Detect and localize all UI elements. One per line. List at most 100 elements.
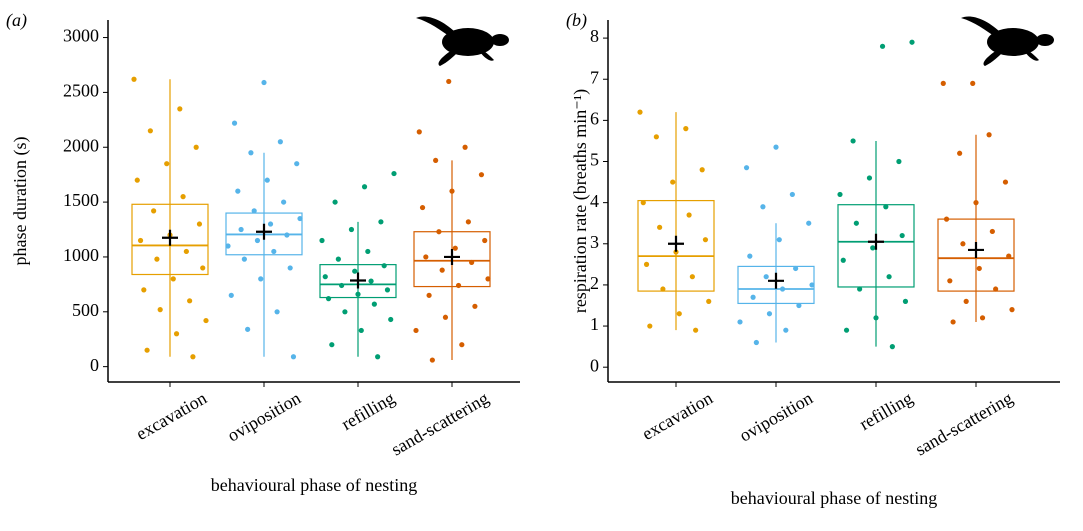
data-point — [144, 347, 150, 353]
box — [637, 199, 715, 292]
mean-marker — [256, 223, 272, 240]
data-point — [361, 184, 368, 190]
data-point — [760, 204, 766, 210]
panel-label: (b) — [566, 10, 587, 31]
data-point — [766, 311, 773, 317]
data-point — [482, 237, 488, 244]
data-point — [465, 219, 471, 225]
data-point — [796, 302, 802, 309]
data-point — [368, 278, 374, 284]
mean-marker — [768, 272, 784, 289]
data-point — [783, 327, 789, 333]
data-point — [779, 286, 786, 292]
data-point — [294, 161, 300, 167]
data-point — [850, 138, 856, 144]
y-tick-label: 3000 — [63, 26, 99, 46]
data-point — [689, 274, 695, 280]
data-point — [433, 157, 439, 164]
data-point — [319, 237, 325, 244]
data-point — [290, 354, 297, 360]
data-point — [750, 294, 756, 300]
data-point — [241, 256, 247, 262]
data-point — [164, 161, 170, 167]
data-point — [673, 249, 679, 255]
data-point — [706, 298, 712, 304]
data-point — [287, 265, 293, 271]
data-point — [264, 177, 270, 183]
data-point — [154, 256, 160, 262]
data-point — [637, 109, 643, 115]
y-tick-label: 0 — [590, 355, 599, 375]
data-point — [391, 170, 397, 177]
x-axis-label: behavioural phase of nesting — [731, 488, 937, 508]
data-point — [284, 232, 290, 238]
data-point — [196, 221, 203, 227]
mean-marker — [968, 241, 984, 258]
y-tick-label: 2000 — [63, 135, 99, 155]
data-point — [251, 208, 257, 214]
x-tick-label: excavation — [639, 388, 717, 444]
data-point — [853, 220, 859, 226]
y-tick-label: 4 — [590, 191, 599, 211]
data-point — [1009, 307, 1015, 313]
data-point — [950, 319, 956, 325]
data-point — [277, 139, 283, 145]
data-point — [228, 292, 234, 298]
y-tick-label: 8 — [590, 26, 599, 46]
data-point — [267, 221, 274, 227]
data-point — [459, 342, 465, 348]
data-point — [789, 191, 795, 198]
data-point — [883, 204, 889, 210]
mean-marker — [162, 229, 178, 246]
data-point — [809, 282, 815, 288]
data-point — [173, 331, 180, 337]
data-point — [177, 106, 183, 112]
data-point — [371, 301, 377, 307]
data-point — [378, 219, 384, 225]
data-point — [776, 237, 782, 243]
data-point — [261, 79, 267, 86]
data-point — [472, 303, 478, 309]
data-point — [989, 228, 995, 235]
turtle-icon — [961, 16, 1054, 66]
data-point — [647, 323, 653, 329]
data-point — [429, 357, 435, 363]
box — [131, 203, 209, 276]
data-point — [352, 268, 358, 274]
box — [319, 264, 397, 299]
data-point — [957, 150, 963, 156]
data-point — [879, 43, 886, 49]
data-point — [960, 241, 966, 247]
data-point — [773, 144, 779, 150]
data-point — [940, 80, 946, 86]
data-point — [388, 316, 394, 323]
data-point — [686, 212, 692, 218]
data-point — [452, 245, 458, 251]
data-point — [426, 292, 432, 298]
x-tick-label: sand-scattering — [912, 388, 1016, 460]
data-point — [676, 311, 682, 317]
data-point — [970, 80, 976, 86]
data-point — [806, 220, 812, 226]
x-tick-label: refilling — [856, 388, 916, 434]
data-point — [657, 224, 663, 230]
data-point — [157, 307, 163, 313]
y-tick-label: 2 — [590, 273, 599, 293]
data-point — [335, 256, 341, 262]
data-point — [943, 216, 950, 222]
data-point — [670, 179, 676, 185]
y-tick-label: 1 — [590, 314, 599, 334]
data-point — [1002, 179, 1009, 185]
data-point — [248, 150, 254, 156]
data-point — [225, 243, 231, 249]
data-point — [141, 287, 147, 293]
data-point — [137, 237, 144, 244]
data-point — [235, 188, 241, 194]
data-point — [381, 263, 387, 269]
data-point — [436, 229, 442, 235]
turtle-icon — [416, 16, 509, 66]
data-point — [976, 265, 982, 272]
data-point — [886, 274, 892, 280]
data-point — [147, 128, 153, 134]
data-point — [258, 276, 264, 282]
